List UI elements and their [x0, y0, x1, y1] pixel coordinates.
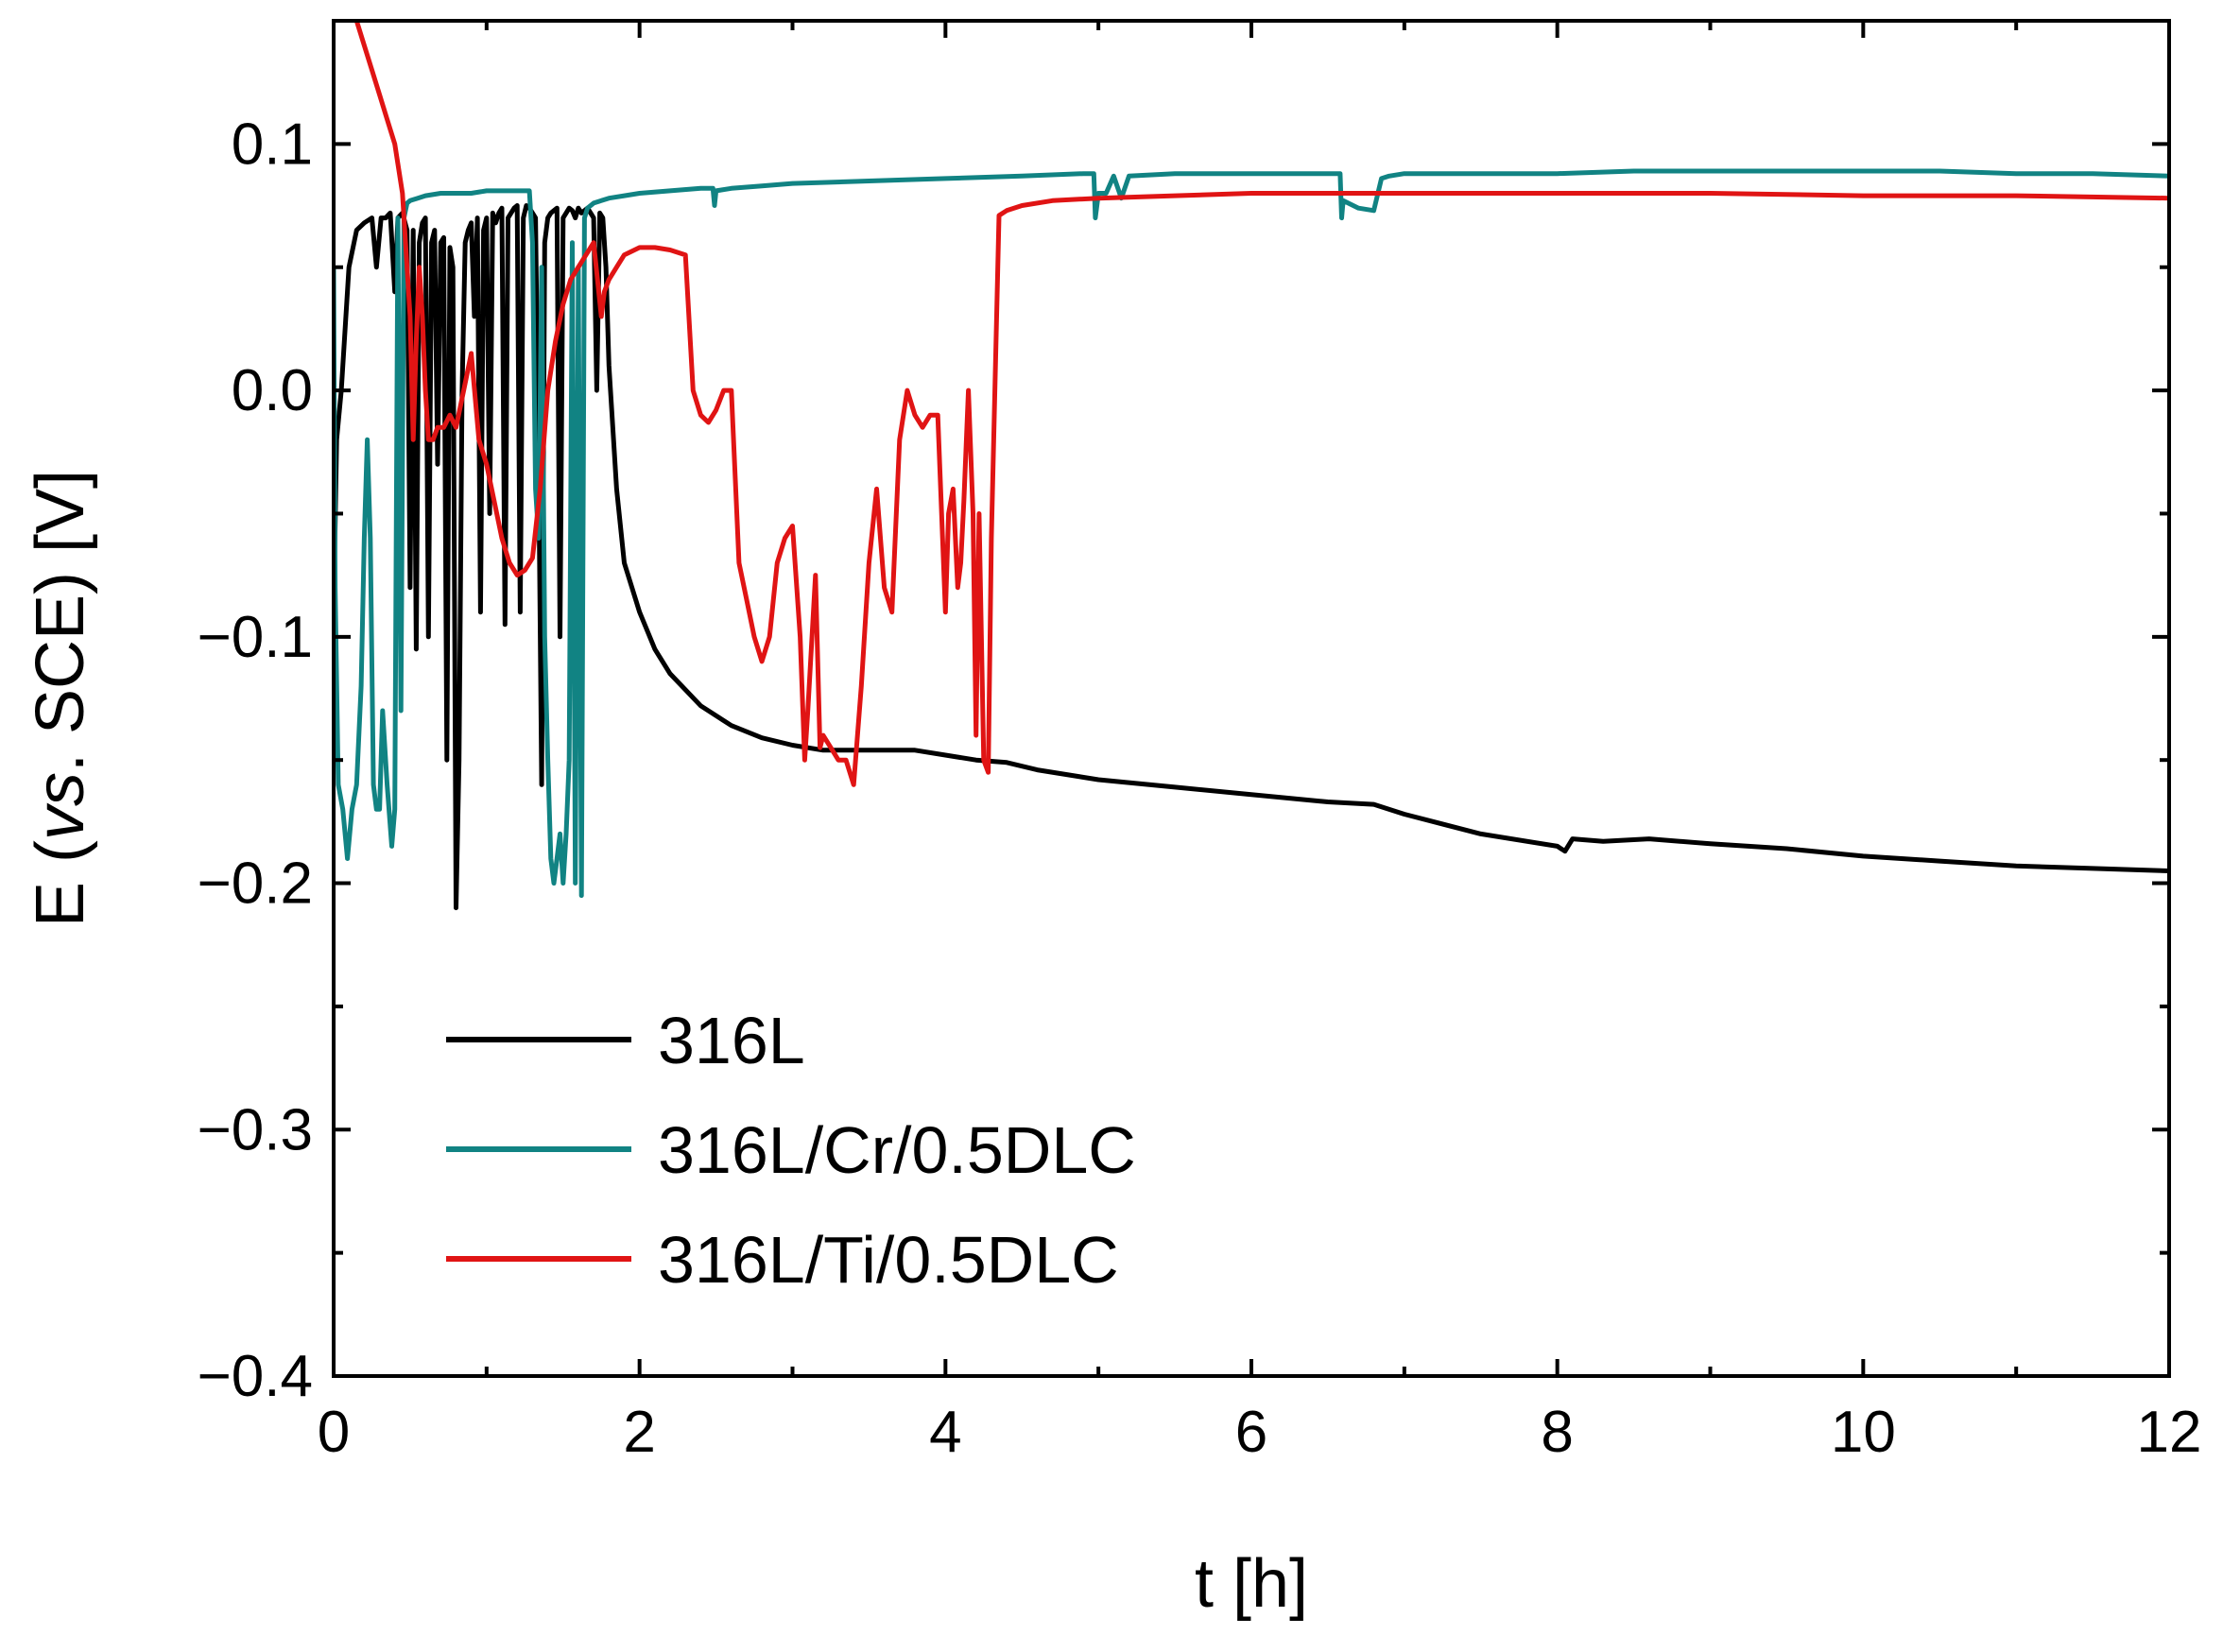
x-tick-label: 12 — [2137, 1400, 2202, 1465]
x-tick-label: 2 — [623, 1400, 655, 1465]
legend-label-0: 316L — [658, 1004, 805, 1077]
y-tick-label: −0.1 — [198, 605, 313, 670]
y-axis-title: E (vs. SCE) [V] — [23, 470, 98, 927]
x-axis-title: t [h] — [1195, 1546, 1308, 1622]
x-tick-label: 4 — [929, 1400, 961, 1465]
y-axis-title-suffix: . SCE) [V] — [23, 470, 98, 772]
y-tick-label: −0.2 — [198, 852, 313, 917]
x-tick-label: 6 — [1235, 1400, 1267, 1465]
y-tick-label: 0.1 — [232, 112, 313, 177]
y-tick-label: −0.3 — [198, 1097, 313, 1162]
series-layer — [334, 21, 2169, 911]
series-line-0 — [334, 203, 2169, 911]
x-tick-label: 10 — [1831, 1400, 1896, 1465]
x-tick-label: 8 — [1541, 1400, 1573, 1465]
legend-label-1: 316L/Cr/0.5DLC — [658, 1113, 1136, 1187]
tick-layer: 0 2 4 6 8 10 12 0.1 0.0 −0.1 −0.2 −0.3 −0.4 — [198, 21, 2202, 1465]
y-tick-label: −0.4 — [198, 1344, 313, 1409]
y-tick-label: 0.0 — [232, 358, 313, 423]
x-tick-label: 0 — [318, 1400, 350, 1465]
legend-label-2: 316L/Ti/0.5DLC — [658, 1223, 1119, 1297]
legend: 316L 316L/Cr/0.5DLC 316L/Ti/0.5DLC — [446, 1004, 1136, 1297]
series-line-2 — [353, 21, 2169, 787]
y-axis-title-italic: vs — [23, 772, 98, 840]
y-axis-title-prefix: E ( — [23, 840, 98, 927]
